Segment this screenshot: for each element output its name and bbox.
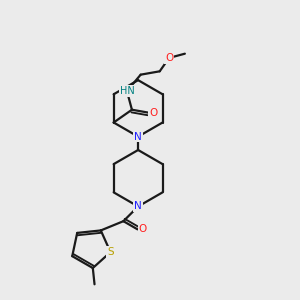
Text: S: S: [107, 247, 114, 257]
Text: N: N: [134, 202, 142, 212]
Text: O: O: [149, 108, 157, 118]
Text: N: N: [134, 132, 142, 142]
Text: HN: HN: [119, 86, 134, 96]
Text: O: O: [139, 224, 147, 234]
Text: O: O: [165, 53, 173, 63]
